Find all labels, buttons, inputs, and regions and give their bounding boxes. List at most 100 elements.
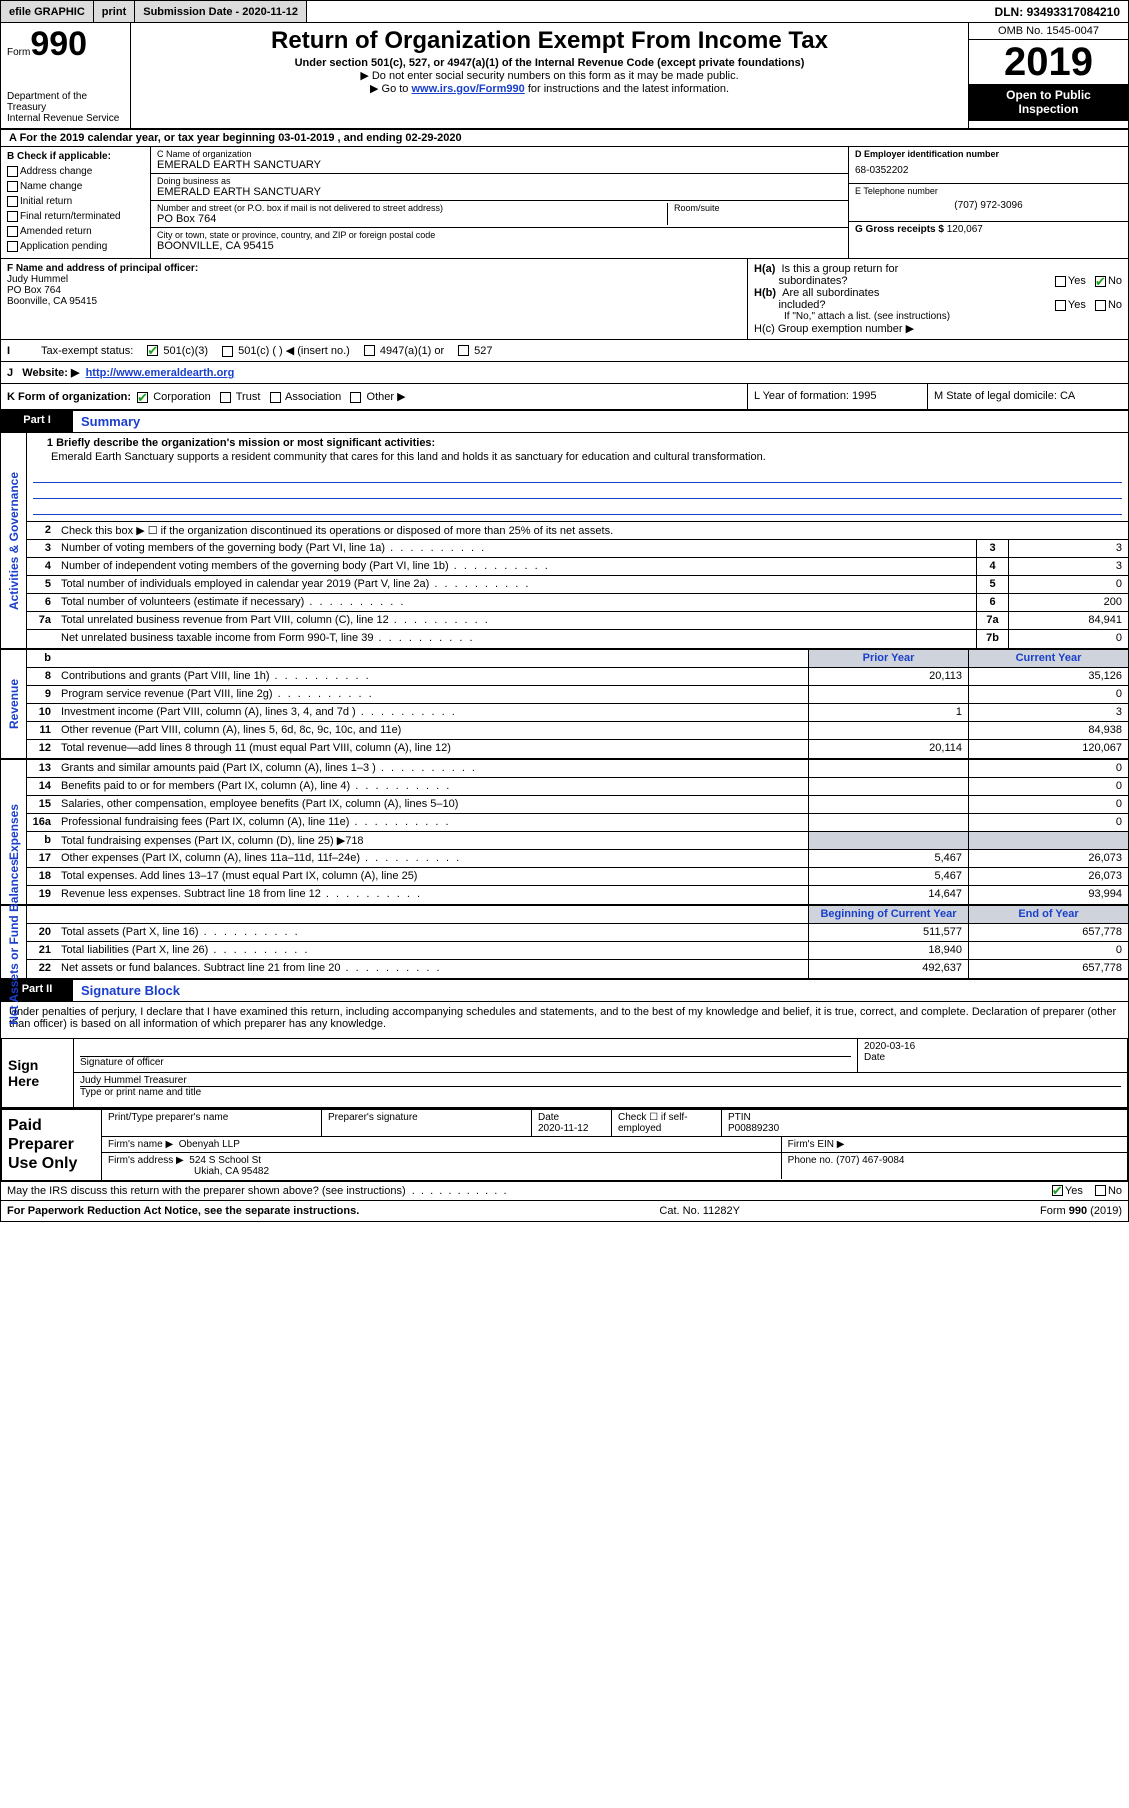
line-num: 17	[27, 850, 55, 867]
status-527[interactable]: 527	[458, 345, 492, 357]
chk-address-change[interactable]: Address change	[7, 164, 144, 179]
preparer-date-label: Date	[538, 1112, 605, 1123]
line-text: Check this box ▶ ☐ if the organization d…	[55, 522, 1128, 539]
ein-label: D Employer identification number	[855, 149, 1122, 159]
section-bcd: B Check if applicable: Address change Na…	[1, 147, 1128, 259]
line-num: 13	[27, 760, 55, 777]
part-1-title: Summary	[73, 411, 148, 432]
chk-final-return[interactable]: Final return/terminated	[7, 209, 144, 224]
chk-amended-return[interactable]: Amended return	[7, 224, 144, 239]
rev-hdr-b: b	[27, 650, 55, 667]
current-value: 26,073	[968, 868, 1128, 885]
h-b-note: If "No," attach a list. (see instruction…	[754, 311, 1122, 322]
dept-treasury: Department of the Treasury	[7, 91, 124, 113]
chk-application-pending[interactable]: Application pending	[7, 239, 144, 254]
gov-row: 5Total number of individuals employed in…	[27, 576, 1128, 594]
ha-yes[interactable]	[1055, 276, 1066, 287]
side-label-revenue: Revenue	[1, 650, 27, 758]
line-text: Salaries, other compensation, employee b…	[55, 796, 808, 813]
status-501c3[interactable]: 501(c)(3)	[147, 345, 208, 357]
discuss-no[interactable]	[1095, 1185, 1106, 1196]
row-a-tax-year: A For the 2019 calendar year, or tax yea…	[1, 130, 1128, 147]
line-num: b	[27, 832, 55, 849]
data-row: 12Total revenue—add lines 8 through 11 (…	[27, 740, 1128, 758]
ein-value: 68-0352202	[855, 159, 1122, 176]
preparer-sig-label: Preparer's signature	[322, 1110, 532, 1136]
line-text: Total fundraising expenses (Part IX, col…	[55, 832, 808, 849]
firm-addr2: Ukiah, CA 95482	[108, 1166, 269, 1177]
print-button[interactable]: print	[94, 1, 135, 22]
org-association[interactable]: Association	[270, 391, 342, 403]
side-label-net: Net Assets or Fund Balances	[1, 906, 27, 978]
chk-initial-return[interactable]: Initial return	[7, 194, 144, 209]
org-corporation[interactable]: Corporation	[137, 391, 211, 403]
line-num: 2	[27, 522, 55, 539]
line-num	[27, 630, 55, 648]
line-text: Total number of volunteers (estimate if …	[55, 594, 976, 611]
telephone-label: E Telephone number	[855, 186, 1122, 196]
public-inspection: Open to Public Inspection	[969, 84, 1128, 121]
gross-receipts-cell: G Gross receipts $ 120,067	[849, 222, 1128, 258]
net-body: Beginning of Current Year End of Year 20…	[27, 906, 1128, 978]
website-link[interactable]: http://www.emeraldearth.org	[86, 367, 235, 379]
prior-value	[808, 814, 968, 831]
line-num: 11	[27, 722, 55, 739]
section-expenses: Expenses 13Grants and similar amounts pa…	[1, 760, 1128, 906]
data-row: 17Other expenses (Part IX, column (A), l…	[27, 850, 1128, 868]
discuss-yes[interactable]	[1052, 1185, 1063, 1196]
chk-name-change[interactable]: Name change	[7, 179, 144, 194]
prior-value	[808, 796, 968, 813]
line-value: 200	[1008, 594, 1128, 611]
org-other[interactable]: Other ▶	[350, 391, 405, 403]
status-4947[interactable]: 4947(a)(1) or	[364, 345, 444, 357]
gross-value: 120,067	[947, 224, 983, 235]
discuss-text: May the IRS discuss this return with the…	[7, 1185, 507, 1197]
status-501c[interactable]: 501(c) ( ) ◀ (insert no.)	[222, 344, 350, 357]
line-num: 8	[27, 668, 55, 685]
dba-label: Doing business as	[157, 176, 842, 186]
line-num: 22	[27, 960, 55, 978]
line-text: Contributions and grants (Part VIII, lin…	[55, 668, 808, 685]
instructions-link[interactable]: www.irs.gov/Form990	[411, 83, 524, 95]
firm-phone: (707) 467-9084	[836, 1155, 904, 1166]
address: PO Box 764	[157, 213, 661, 225]
city-label: City or town, state or province, country…	[157, 230, 842, 240]
principal-officer: F Name and address of principal officer:…	[1, 259, 748, 339]
current-value: 0	[968, 778, 1128, 795]
org-trust[interactable]: Trust	[220, 391, 261, 403]
data-row: 9Program service revenue (Part VIII, lin…	[27, 686, 1128, 704]
top-toolbar: efile GRAPHIC print Submission Date - 20…	[1, 1, 1128, 23]
line-box: 6	[976, 594, 1008, 611]
current-value: 120,067	[968, 740, 1128, 758]
line-box: 4	[976, 558, 1008, 575]
ha-no[interactable]	[1095, 276, 1106, 287]
mission-rule-2	[33, 485, 1122, 499]
gov-row: 7aTotal unrelated business revenue from …	[27, 612, 1128, 630]
governance-body: 1 Briefly describe the organization's mi…	[27, 433, 1128, 648]
telephone-cell: E Telephone number (707) 972-3096	[849, 184, 1128, 221]
gov-row: 6Total number of volunteers (estimate if…	[27, 594, 1128, 612]
tax-year: 2019	[969, 40, 1128, 84]
sign-date-label: Date	[864, 1052, 1121, 1063]
efile-button[interactable]: efile GRAPHIC	[1, 1, 94, 22]
line-text: Number of voting members of the governin…	[55, 540, 976, 557]
dln-cell: DLN: 93493317084210	[987, 1, 1128, 22]
city: BOONVILLE, CA 95415	[157, 240, 842, 252]
hb-no[interactable]	[1095, 300, 1106, 311]
hb-yes[interactable]	[1055, 300, 1066, 311]
line-text: Other revenue (Part VIII, column (A), li…	[55, 722, 808, 739]
prior-value	[808, 722, 968, 739]
self-employed-check[interactable]: Check ☐ if self-employed	[612, 1110, 722, 1136]
line-num: 7a	[27, 612, 55, 629]
prior-value: 511,577	[808, 924, 968, 941]
officer-typed-name: Judy Hummel Treasurer	[80, 1075, 1121, 1087]
gross-label: G Gross receipts $	[855, 224, 944, 235]
firm-addr-label: Firm's address ▶	[108, 1155, 184, 1166]
prior-value: 18,940	[808, 942, 968, 959]
line-num: 18	[27, 868, 55, 885]
data-row: 10Investment income (Part VIII, column (…	[27, 704, 1128, 722]
net-header-row: Beginning of Current Year End of Year	[27, 906, 1128, 924]
current-value: 35,126	[968, 668, 1128, 685]
col-b-checkboxes: B Check if applicable: Address change Na…	[1, 147, 151, 258]
line-value: 3	[1008, 558, 1128, 575]
